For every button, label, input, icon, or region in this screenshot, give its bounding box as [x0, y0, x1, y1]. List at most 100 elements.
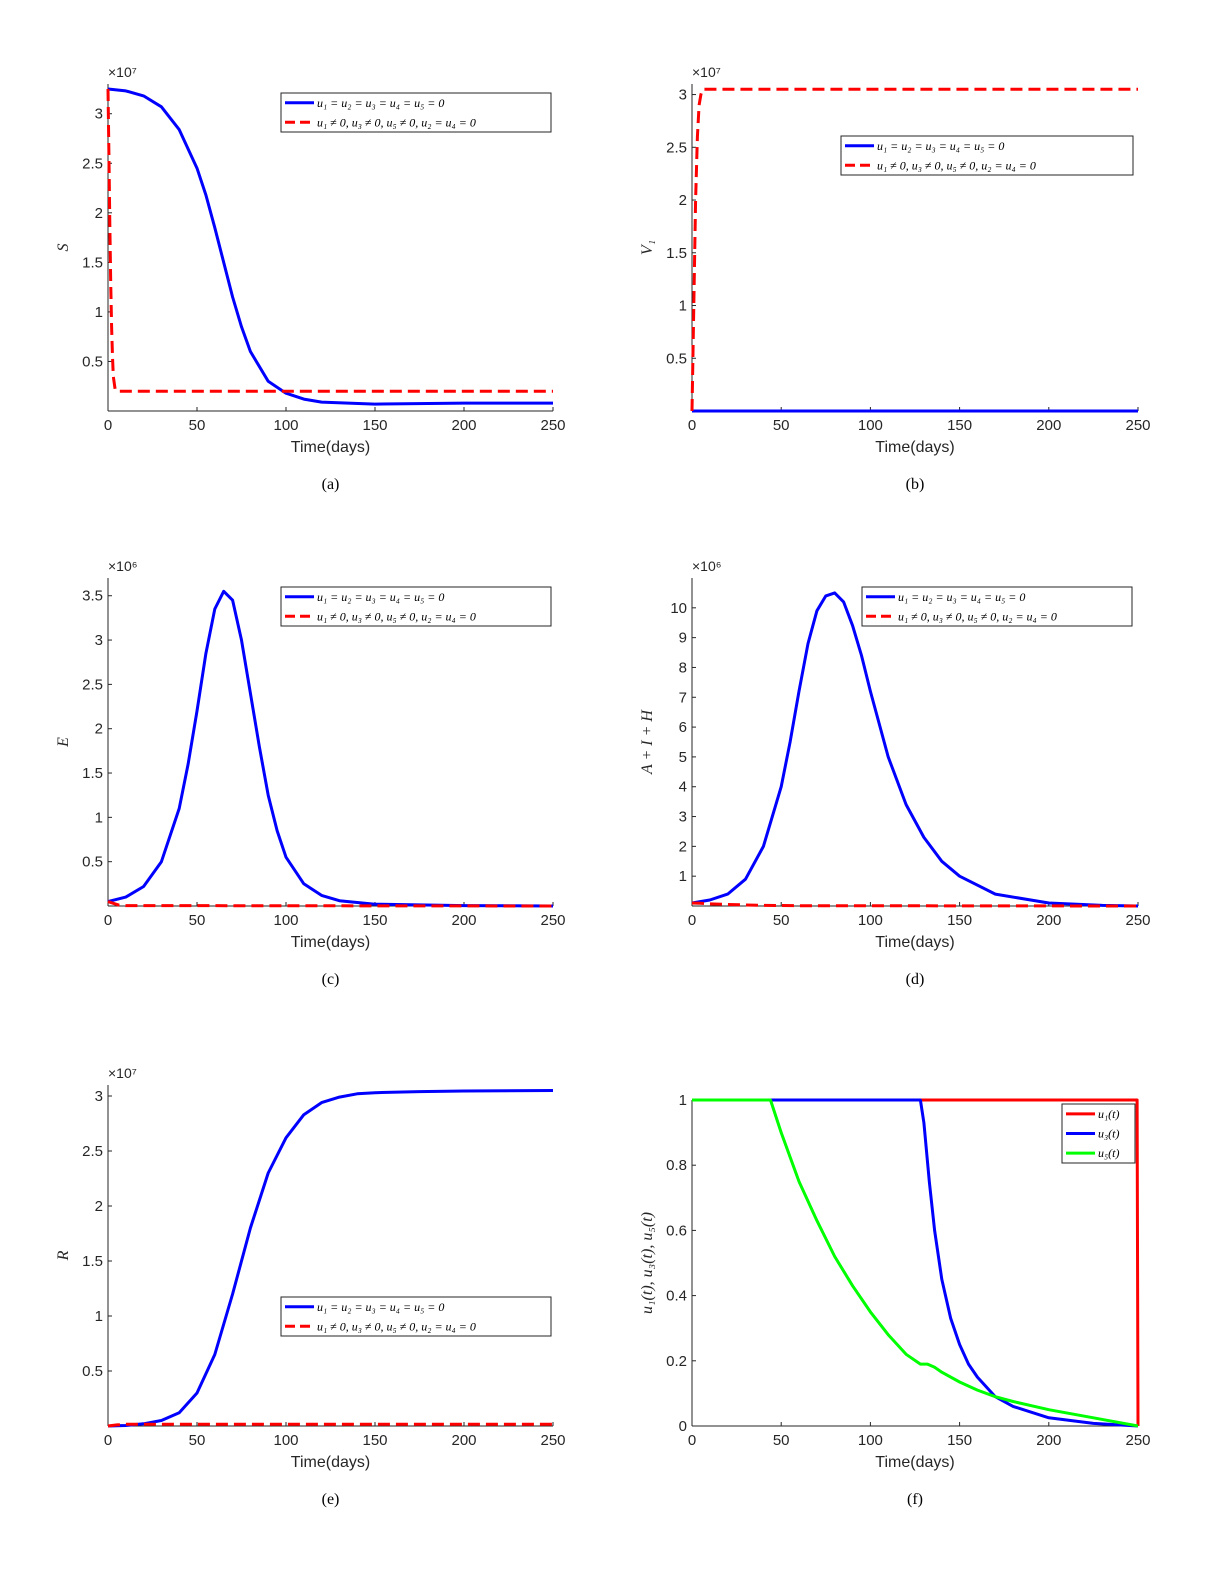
y-tick-label: 3	[679, 809, 687, 826]
x-tick-label: 0	[688, 1432, 696, 1449]
y-tick-label: 7	[679, 689, 687, 706]
x-tick-label: 0	[104, 1432, 112, 1449]
legend-entry: u₅(t)	[1098, 1146, 1120, 1160]
legend-box	[280, 92, 552, 133]
x-tick-label: 50	[773, 417, 790, 434]
y-tick-label: 2.5	[666, 139, 687, 156]
x-tick-label: 100	[273, 912, 298, 929]
y-tick-label: 3	[95, 106, 103, 123]
y-tick-label: 0.6	[666, 1222, 687, 1239]
y-exponent-label: ×10⁶	[108, 558, 138, 574]
legend-box	[861, 586, 1133, 627]
x-tick-label: 200	[1036, 1432, 1061, 1449]
x-tick-label: 0	[104, 417, 112, 434]
x-tick-label: 100	[273, 417, 298, 434]
y-exponent-label: ×10⁷	[108, 64, 137, 80]
x-tick-label: 200	[1036, 912, 1061, 929]
y-tick-label: 2.5	[82, 155, 103, 172]
x-tick-label: 250	[540, 912, 565, 929]
legend-entry: u₁ ≠ 0, u₃ ≠ 0, u₅ ≠ 0, u₂ = u₄ = 0	[877, 158, 1036, 172]
x-tick-label: 50	[189, 417, 206, 434]
series-line-2	[107, 900, 554, 908]
y-tick-label: 2	[95, 205, 103, 222]
x-tick-label: 150	[947, 417, 972, 434]
legend-entry: u₁ = u₂ = u₃ = u₄ = u₅ = 0	[317, 590, 444, 604]
x-tick-label: 100	[858, 417, 883, 434]
panel-caption: (f)	[907, 1491, 923, 1508]
panel-caption: (d)	[906, 971, 925, 988]
y-tick-label: 0.8	[666, 1157, 687, 1174]
series-line-2	[690, 87, 1138, 412]
y-tick-label: 2	[95, 1198, 103, 1215]
panel-caption: (b)	[906, 476, 925, 493]
legend-entry: u₁ ≠ 0, u₃ ≠ 0, u₅ ≠ 0, u₂ = u₄ = 0	[317, 115, 476, 129]
y-tick-label: 1.5	[82, 765, 103, 782]
legend-entry: u₁ ≠ 0, u₃ ≠ 0, u₅ ≠ 0, u₂ = u₄ = 0	[317, 609, 476, 623]
x-tick-label: 100	[858, 1432, 883, 1449]
legend: u₁ = u₂ = u₃ = u₄ = u₅ = 0 u₁ ≠ 0, u₃ ≠ 0…	[861, 586, 1133, 627]
y-tick-label: 2	[679, 192, 687, 209]
y-exponent-label: ×10⁷	[692, 64, 721, 80]
y-tick-label: 1	[95, 304, 103, 321]
y-tick-label: 3.5	[82, 588, 103, 605]
legend-entry: u₁ ≠ 0, u₃ ≠ 0, u₅ ≠ 0, u₂ = u₄ = 0	[317, 1319, 476, 1333]
y-tick-label: 0.5	[82, 1363, 103, 1380]
x-tick-label: 200	[451, 1432, 476, 1449]
x-tick-label: 250	[1125, 1432, 1150, 1449]
legend-entry: u₁ = u₂ = u₃ = u₄ = u₅ = 0	[317, 96, 444, 110]
series-line-1	[107, 589, 554, 908]
y-tick-label: 1	[95, 1308, 103, 1325]
x-tick-label: 50	[773, 1432, 790, 1449]
legend: u₁ = u₂ = u₃ = u₄ = u₅ = 0 u₁ ≠ 0, u₃ ≠ 0…	[280, 92, 552, 133]
x-tick-label: 0	[688, 912, 696, 929]
y-tick-label: 2	[679, 838, 687, 855]
chart-panel-a: 0 50 100 150 200 250 0.5 1 1.5 2 2.5 3 ×10⁷ Time(days…	[55, 64, 566, 493]
y-tick-label: 9	[679, 630, 687, 647]
y-axis-label: V₁	[639, 240, 656, 255]
series-line-1	[107, 1089, 554, 1428]
y-axis-label: S	[55, 244, 72, 252]
y-tick-label: 0.5	[82, 353, 103, 370]
x-tick-label: 150	[362, 912, 387, 929]
y-tick-label: 3	[95, 632, 103, 649]
x-tick-label: 200	[451, 417, 476, 434]
x-axis-label: Time(days)	[875, 439, 954, 456]
legend-entry: u₁ = u₂ = u₃ = u₄ = u₅ = 0	[317, 1300, 444, 1314]
x-tick-label: 200	[451, 912, 476, 929]
y-tick-label: 8	[679, 659, 687, 676]
series-line-3	[692, 1098, 1139, 1428]
legend: u₁ = u₂ = u₃ = u₄ = u₅ = 0 u₁ ≠ 0, u₃ ≠ 0…	[280, 1296, 552, 1337]
y-tick-label: 1.5	[82, 254, 103, 271]
x-axis-label: Time(days)	[875, 934, 954, 951]
chart-panel-c: 0 50 100 150 200 250 0.5 1 1.5 2 2.5 3 3.5 ×10⁶ Time(d…	[55, 558, 566, 988]
chart-panel-e: 0 50 100 150 200 250 0.5 1 1.5 2 2.5 3 ×10⁷ Time(days…	[55, 1065, 566, 1508]
series-line-1	[107, 87, 553, 406]
y-tick-label: 1	[679, 868, 687, 885]
x-axis-label: Time(days)	[875, 1454, 954, 1471]
legend-entry: u₁ = u₂ = u₃ = u₄ = u₅ = 0	[898, 590, 1025, 604]
y-tick-label: 1.5	[666, 245, 687, 262]
y-exponent-label: ×10⁷	[108, 1065, 137, 1081]
legend-entry: u₃(t)	[1098, 1127, 1120, 1141]
y-tick-label: 10	[670, 600, 687, 617]
legend: u₁(t) u₃(t) u₅(t)	[1061, 1103, 1136, 1164]
chart-panel-d: 0 50 100 150 200 250 1 2 3 4 5 6 7 8 9 10 ×10⁶ Time(days)…	[639, 558, 1151, 988]
panel-caption: (a)	[322, 476, 340, 493]
y-tick-label: 6	[679, 719, 687, 736]
legend-box	[840, 135, 1134, 176]
x-tick-label: 200	[1036, 417, 1061, 434]
series-line-2	[106, 88, 553, 393]
x-tick-label: 150	[362, 417, 387, 434]
chart-panel-b: 0 50 100 150 200 250 0.5 1 1.5 2 2.5 3 ×10⁷ Time(days…	[639, 64, 1151, 493]
y-axis-label: A + I + H	[639, 709, 656, 775]
y-tick-label: 2.5	[82, 676, 103, 693]
y-tick-label: 0.5	[82, 854, 103, 871]
panel-caption: (c)	[322, 971, 340, 988]
y-tick-label: 3	[679, 87, 687, 104]
chart-panel-f: 0 50 100 150 200 250 0 0.2 0.4 0.6 0.8 1 Time(days) u…	[639, 1092, 1151, 1508]
y-tick-label: 1	[679, 1092, 687, 1109]
x-tick-label: 150	[947, 912, 972, 929]
x-tick-label: 100	[858, 912, 883, 929]
legend: u₁ = u₂ = u₃ = u₄ = u₅ = 0 u₁ ≠ 0, u₃ ≠ 0…	[840, 135, 1134, 176]
legend-box	[280, 1296, 552, 1337]
